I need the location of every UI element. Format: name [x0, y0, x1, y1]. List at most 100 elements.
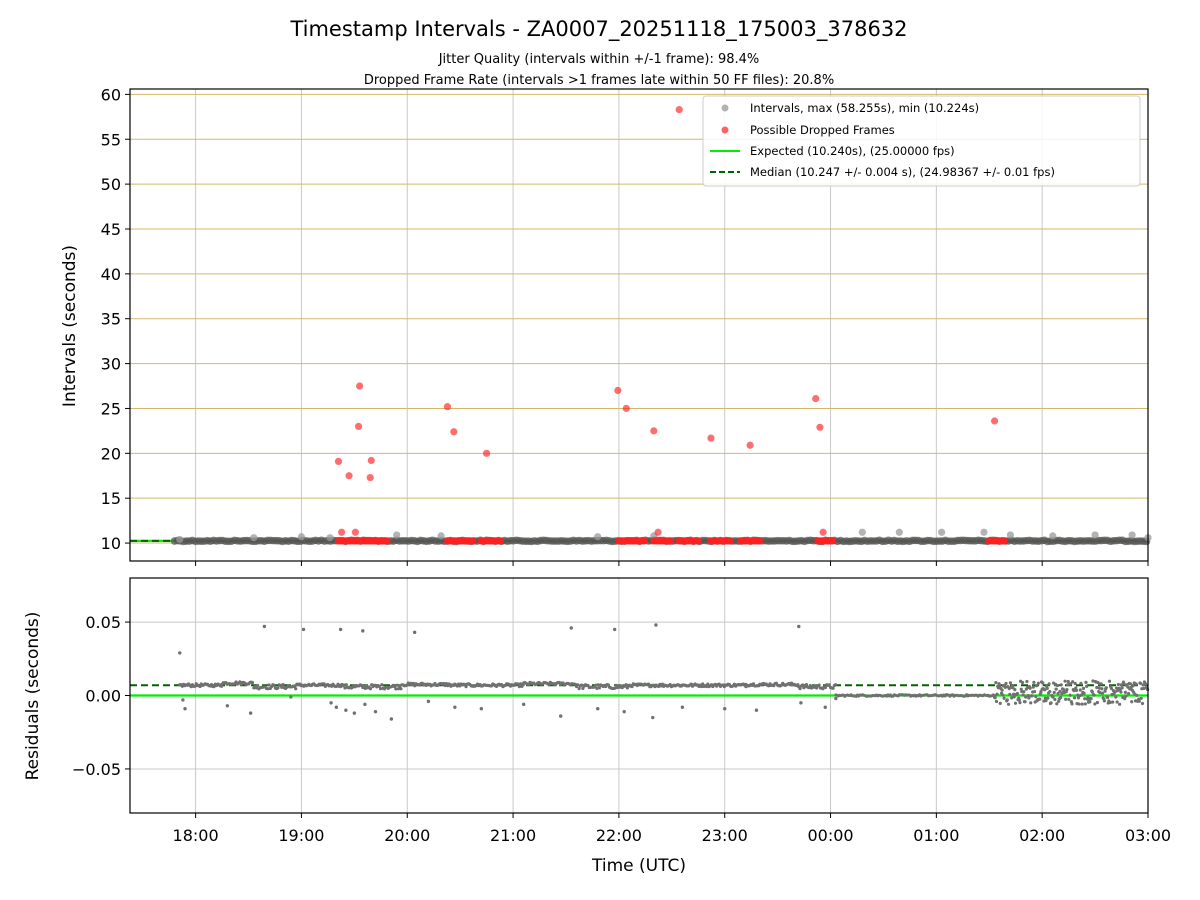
residual-point — [399, 687, 403, 691]
residual-point — [377, 684, 381, 688]
residual-point — [1073, 681, 1077, 686]
residual-point — [1100, 691, 1105, 695]
intervals-y-tick-label-6: 40 — [101, 265, 121, 284]
legend-box — [702, 95, 1141, 187]
intervals-y-tick-label-1: 15 — [101, 489, 121, 508]
residual-point — [1099, 682, 1103, 686]
residual-point — [1015, 691, 1020, 696]
x-tick-label-0300: 03:00 — [1125, 826, 1171, 845]
residual-point — [580, 683, 584, 687]
interval-outlier-point — [250, 534, 258, 542]
residual-outlier-point — [426, 699, 431, 704]
residual-point — [1043, 688, 1047, 692]
residual-point — [1023, 700, 1027, 704]
residual-point — [1074, 688, 1079, 692]
x-tick-label-2200: 22:00 — [596, 826, 642, 845]
residual-point — [1013, 701, 1018, 705]
residual-point — [394, 687, 398, 691]
residual-point — [1008, 692, 1012, 696]
residual-point — [1024, 695, 1028, 699]
residual-point — [1039, 690, 1043, 694]
residuals-panel: 0.05 0.00 −0.05 — [72, 577, 1150, 818]
residual-point — [994, 681, 998, 685]
residual-point — [1107, 679, 1112, 683]
residual-point — [1092, 693, 1096, 697]
residual-point — [1088, 700, 1092, 704]
residual-outlier-point — [651, 715, 655, 720]
residual-point — [823, 685, 828, 690]
residual-point — [464, 685, 468, 689]
residual-point — [1114, 695, 1118, 699]
residual-point — [238, 680, 242, 684]
residual-point — [1055, 702, 1059, 706]
dropped-frame-point — [366, 473, 374, 482]
interval-outlier-point — [858, 528, 866, 536]
residual-point — [1022, 690, 1026, 694]
residual-point — [1080, 702, 1084, 706]
residual-point — [1137, 699, 1141, 703]
dropped-frame-point — [654, 528, 662, 536]
residual-point — [1070, 702, 1074, 706]
residual-point — [1109, 686, 1113, 690]
residual-outlier-point — [248, 711, 253, 715]
residual-point — [198, 684, 202, 689]
residual-point — [1027, 696, 1031, 700]
intervals-y-tick-label-10: 60 — [101, 85, 121, 104]
dropped-frame-point — [829, 537, 837, 545]
dropped-frame-point — [694, 537, 702, 545]
residual-point — [516, 682, 520, 686]
dropped-frame-point — [707, 434, 715, 442]
residual-point — [1093, 702, 1097, 706]
dropped-frame-point — [990, 417, 999, 425]
dropped-frame-point — [496, 537, 504, 545]
residual-point — [1086, 696, 1090, 700]
residual-point — [380, 683, 384, 687]
residual-outlier-point — [289, 695, 293, 699]
residual-point — [1120, 686, 1124, 690]
residual-point — [808, 683, 812, 688]
residual-point — [834, 683, 838, 687]
residual-point — [577, 687, 581, 691]
interval-outlier-point — [938, 528, 946, 536]
residual-point — [1047, 682, 1051, 686]
dropped-frame-point — [367, 456, 375, 465]
residual-point — [1082, 691, 1086, 695]
residual-point — [342, 683, 346, 687]
residual-point — [1038, 697, 1042, 701]
residual-point — [804, 682, 809, 687]
residual-point — [1083, 697, 1087, 701]
residual-outlier-point — [329, 701, 333, 705]
residual-point — [398, 684, 402, 688]
residual-point — [994, 699, 999, 704]
residual-point — [831, 686, 835, 690]
residual-point — [1020, 680, 1025, 685]
dropped-frame-point — [819, 528, 827, 536]
residual-outlier-point — [453, 705, 457, 709]
subtitle-jitter: Jitter Quality (intervals within +/-1 fr… — [438, 52, 760, 67]
residual-outlier-point — [596, 707, 600, 711]
residual-point — [1034, 684, 1039, 688]
residual-point — [344, 683, 348, 687]
residual-point — [1005, 698, 1009, 702]
residual-point — [1096, 680, 1100, 685]
residual-point — [1003, 685, 1007, 689]
residual-point — [1119, 683, 1124, 687]
dropped-frame-point — [351, 528, 359, 536]
residual-point — [547, 683, 551, 687]
residual-point — [1139, 696, 1143, 700]
residual-point — [1032, 680, 1036, 684]
residual-point — [343, 686, 347, 690]
residual-point — [597, 686, 602, 690]
residual-outlier-point — [412, 630, 417, 635]
residual-point — [1011, 686, 1015, 690]
interval-outlier-point — [1128, 531, 1136, 539]
residual-point — [395, 683, 399, 687]
interval-outlier-point — [297, 533, 306, 541]
residual-point — [1135, 693, 1139, 697]
residual-point — [1065, 687, 1069, 692]
residual-point — [1067, 697, 1071, 701]
residual-point — [1124, 694, 1128, 698]
residual-point — [256, 683, 260, 688]
residual-point — [1018, 701, 1022, 705]
residual-point — [1140, 701, 1145, 706]
